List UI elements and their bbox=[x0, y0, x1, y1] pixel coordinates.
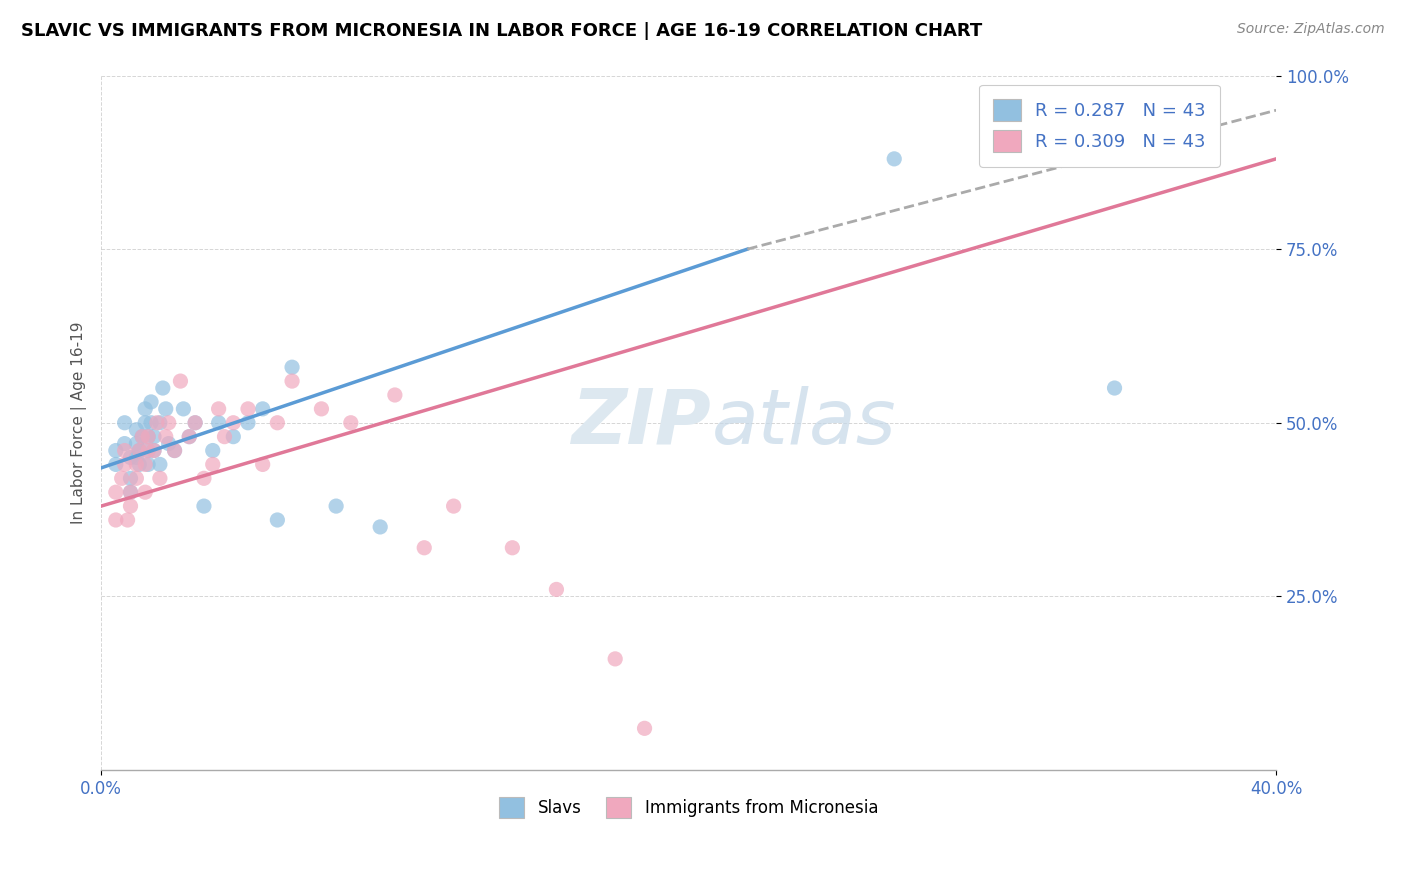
Point bbox=[114, 443, 136, 458]
Point bbox=[883, 152, 905, 166]
Point bbox=[1104, 381, 1126, 395]
Point bbox=[134, 401, 156, 416]
Point bbox=[236, 401, 259, 416]
Point bbox=[149, 416, 172, 430]
Point bbox=[222, 416, 245, 430]
Point bbox=[152, 381, 174, 395]
Point bbox=[134, 485, 156, 500]
Point bbox=[114, 436, 136, 450]
Text: SLAVIC VS IMMIGRANTS FROM MICRONESIA IN LABOR FORCE | AGE 16-19 CORRELATION CHAR: SLAVIC VS IMMIGRANTS FROM MICRONESIA IN … bbox=[21, 22, 983, 40]
Point bbox=[207, 416, 229, 430]
Point bbox=[111, 471, 134, 485]
Point bbox=[139, 395, 162, 409]
Text: ZIP: ZIP bbox=[572, 385, 711, 459]
Text: Source: ZipAtlas.com: Source: ZipAtlas.com bbox=[1237, 22, 1385, 37]
Point bbox=[201, 443, 224, 458]
Point bbox=[120, 499, 142, 513]
Point bbox=[136, 430, 159, 444]
Point bbox=[193, 499, 215, 513]
Point bbox=[139, 416, 162, 430]
Point bbox=[201, 458, 224, 472]
Point bbox=[163, 443, 186, 458]
Point bbox=[136, 443, 159, 458]
Point bbox=[104, 485, 127, 500]
Point bbox=[134, 458, 156, 472]
Point bbox=[169, 374, 191, 388]
Point bbox=[325, 499, 347, 513]
Point bbox=[128, 443, 150, 458]
Point bbox=[143, 443, 166, 458]
Point bbox=[193, 471, 215, 485]
Point bbox=[605, 652, 627, 666]
Point bbox=[120, 485, 142, 500]
Point bbox=[125, 450, 148, 465]
Point bbox=[252, 458, 274, 472]
Point bbox=[157, 416, 180, 430]
Point bbox=[157, 436, 180, 450]
Point bbox=[266, 416, 288, 430]
Point bbox=[125, 423, 148, 437]
Point bbox=[222, 430, 245, 444]
Point bbox=[104, 458, 127, 472]
Point bbox=[149, 471, 172, 485]
Legend: Slavs, Immigrants from Micronesia: Slavs, Immigrants from Micronesia bbox=[492, 790, 884, 824]
Point bbox=[114, 416, 136, 430]
Point bbox=[281, 360, 304, 375]
Point bbox=[546, 582, 568, 597]
Point bbox=[149, 458, 172, 472]
Point bbox=[163, 443, 186, 458]
Point bbox=[179, 430, 201, 444]
Point bbox=[252, 401, 274, 416]
Point bbox=[125, 436, 148, 450]
Point bbox=[146, 416, 169, 430]
Y-axis label: In Labor Force | Age 16-19: In Labor Force | Age 16-19 bbox=[72, 321, 87, 524]
Point bbox=[214, 430, 236, 444]
Point bbox=[117, 513, 139, 527]
Point bbox=[120, 450, 142, 465]
Point bbox=[136, 443, 159, 458]
Point bbox=[501, 541, 523, 555]
Point bbox=[134, 416, 156, 430]
Point bbox=[128, 458, 150, 472]
Point bbox=[155, 430, 177, 444]
Point bbox=[104, 443, 127, 458]
Point bbox=[633, 722, 655, 736]
Point bbox=[131, 430, 153, 444]
Point bbox=[236, 416, 259, 430]
Point bbox=[413, 541, 436, 555]
Point bbox=[125, 471, 148, 485]
Point bbox=[136, 458, 159, 472]
Point bbox=[368, 520, 391, 534]
Point bbox=[155, 401, 177, 416]
Point bbox=[114, 458, 136, 472]
Point bbox=[266, 513, 288, 527]
Point bbox=[128, 443, 150, 458]
Point bbox=[136, 430, 159, 444]
Point bbox=[120, 485, 142, 500]
Point bbox=[125, 458, 148, 472]
Point bbox=[172, 401, 194, 416]
Point bbox=[281, 374, 304, 388]
Point bbox=[131, 430, 153, 444]
Point bbox=[120, 471, 142, 485]
Text: atlas: atlas bbox=[711, 385, 897, 459]
Point bbox=[443, 499, 465, 513]
Point bbox=[143, 430, 166, 444]
Point bbox=[104, 513, 127, 527]
Point bbox=[340, 416, 363, 430]
Point bbox=[384, 388, 406, 402]
Point bbox=[311, 401, 333, 416]
Point bbox=[143, 443, 166, 458]
Point bbox=[184, 416, 207, 430]
Point bbox=[184, 416, 207, 430]
Point bbox=[179, 430, 201, 444]
Point bbox=[207, 401, 229, 416]
